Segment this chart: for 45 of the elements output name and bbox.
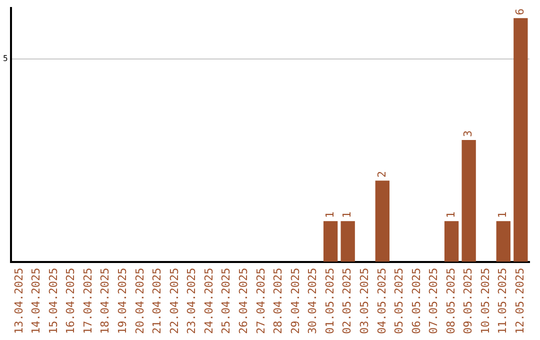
x-tick-label: 21.04.2025	[150, 268, 164, 334]
x-tick-label: 08.05.2025	[444, 268, 458, 334]
data-label: 6	[514, 8, 527, 16]
x-tick-label: 26.04.2025	[236, 268, 250, 334]
bar	[514, 18, 528, 262]
x-tick-label: 24.04.2025	[202, 268, 216, 334]
x-tick-label: 07.05.2025	[427, 268, 440, 334]
x-tick-label: 19.04.2025	[116, 268, 130, 334]
x-tick-label: 02.05.2025	[340, 268, 354, 334]
x-tick-label: 03.05.2025	[358, 268, 371, 334]
data-label: 2	[375, 170, 388, 178]
x-tick-label: 16.04.2025	[64, 268, 78, 334]
x-tick-label: 20.04.2025	[133, 268, 146, 334]
data-label: 1	[340, 212, 354, 218]
x-tick-label: 14.04.2025	[30, 268, 43, 334]
x-tick-label: 11.05.2025	[496, 268, 510, 334]
x-tick-label: 17.04.2025	[81, 268, 94, 334]
bar	[444, 221, 459, 262]
data-label: 1	[323, 212, 336, 218]
x-tick-label: 18.04.2025	[98, 268, 112, 334]
x-tick-label: 22.04.2025	[168, 268, 181, 334]
x-tick-label: 04.05.2025	[375, 268, 388, 334]
x-tick-label: 09.05.2025	[462, 268, 475, 334]
x-tick-label: 06.05.2025	[410, 268, 423, 334]
data-label: 1	[444, 212, 458, 218]
data-label: 1	[496, 212, 510, 218]
x-tick-label: 23.04.2025	[185, 268, 198, 334]
bar	[496, 221, 510, 262]
x-tick-label: 29.04.2025	[288, 268, 302, 334]
x-tick-label: 15.04.2025	[46, 268, 60, 334]
x-tick-label: 10.05.2025	[478, 268, 492, 334]
x-tick-label: 30.04.2025	[306, 268, 320, 334]
x-tick-label: 12.05.2025	[514, 268, 527, 334]
y-tick-label: 5	[2, 54, 8, 63]
x-tick-label: 28.04.2025	[272, 268, 285, 334]
x-tick-label: 25.04.2025	[220, 268, 233, 334]
data-label: 3	[462, 130, 475, 137]
bar	[340, 221, 355, 262]
bar	[323, 221, 338, 262]
x-tick-label: 01.05.2025	[323, 268, 336, 334]
x-tick-label: 13.04.2025	[12, 268, 26, 334]
bar	[375, 180, 390, 262]
bar	[462, 140, 476, 262]
x-tick-label: 27.04.2025	[254, 268, 268, 334]
x-tick-label: 05.05.2025	[392, 268, 406, 334]
